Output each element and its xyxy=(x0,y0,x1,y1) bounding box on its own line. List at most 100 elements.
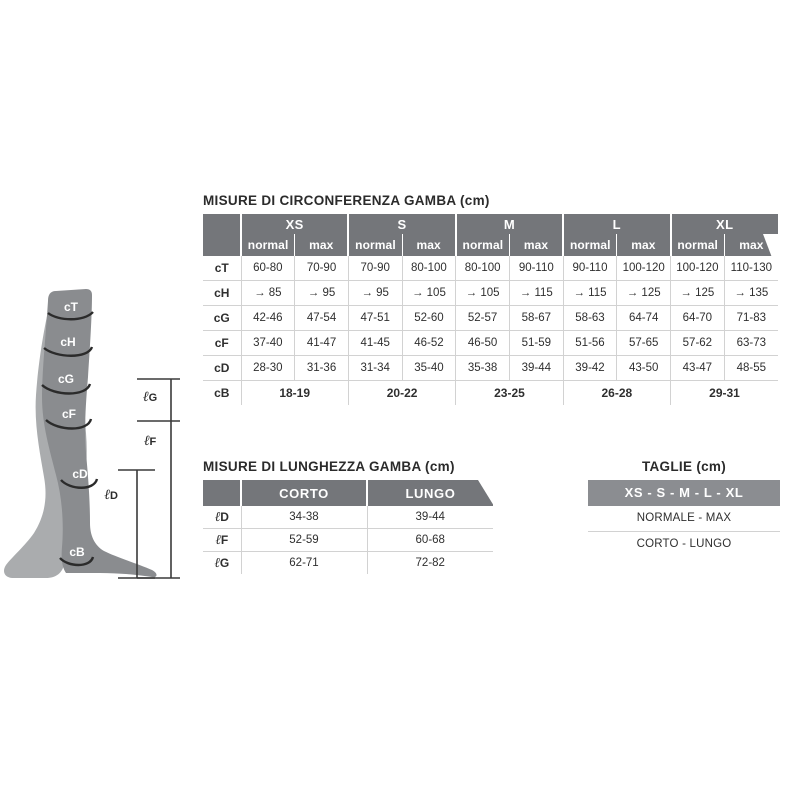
length-title: MISURE DI LUNGHEZZA GAMBA (cm) xyxy=(203,459,455,474)
cell-cF-xs-normal: 37-40 xyxy=(241,330,296,356)
cell-cB-l: 26-28 xyxy=(563,380,672,405)
table-row: cG 42-46 47-54 47-51 52-60 52-57 58-67 5… xyxy=(203,305,778,331)
cell-cG-l-normal: 58-63 xyxy=(563,305,618,331)
row-label-cB: cB xyxy=(203,380,242,405)
cell-cH-xl-max: → 135 xyxy=(724,280,778,306)
cell-cF-m-normal: 46-50 xyxy=(455,330,510,356)
cell-cH-xl-normal: → 125 xyxy=(670,280,725,306)
cell-cH-l-normal: → 115 xyxy=(563,280,618,306)
diagram-label-cB: cB xyxy=(69,545,85,559)
cell-cG-l-max: 64-74 xyxy=(616,305,672,331)
ell-glyph: ℓ xyxy=(214,555,220,571)
diagram-label-cF: cF xyxy=(62,407,76,421)
ell-subscript: G xyxy=(219,556,230,570)
cell-cD-l-max: 43-50 xyxy=(616,355,672,381)
cell-cF-m-max: 51-59 xyxy=(509,330,564,356)
cell-cT-xs-normal: 60-80 xyxy=(241,256,296,281)
table-row: ℓG 62-71 72-82 xyxy=(203,551,493,574)
diagram-label-cG: cG xyxy=(58,372,74,386)
ell-glyph: ℓ xyxy=(214,509,221,525)
cell-cG-xl-max: 71-83 xyxy=(724,305,778,331)
cell-cH-l-max: → 125 xyxy=(616,280,672,306)
cell-cF-xl-normal: 57-62 xyxy=(670,330,725,356)
length-label-group: ℓG ℓF ℓD xyxy=(104,389,157,503)
band-cH xyxy=(43,346,94,357)
subheader-xs-normal: normal xyxy=(240,234,295,256)
size-header-s: S xyxy=(347,214,456,234)
row-label-cF: cF xyxy=(203,330,242,356)
cell-cG-s-max: 52-60 xyxy=(402,305,457,331)
cell-cD-s-normal: 31-34 xyxy=(348,355,403,381)
cell-lD-lungo: 39-44 xyxy=(367,506,493,529)
length-table-block: MISURE DI LUNGHEZZA GAMBA (cm) CORTO LUN… xyxy=(203,459,494,574)
cell-lD-corto: 34-38 xyxy=(241,506,368,529)
corner-cell-length xyxy=(203,480,241,506)
cell-cH-m-max: → 115 xyxy=(509,280,564,306)
length-scale-short xyxy=(118,469,155,579)
cell-cD-xl-max: 48-55 xyxy=(724,355,778,381)
cell-cT-m-normal: 80-100 xyxy=(455,256,510,281)
cell-lF-lungo: 60-68 xyxy=(367,528,493,552)
subheader-xl-max: max xyxy=(723,234,778,256)
cell-cH-m-normal: → 105 xyxy=(455,280,510,306)
cell-cD-l-normal: 39-42 xyxy=(563,355,618,381)
band-cB xyxy=(59,556,95,567)
circumference-header-band: XS S M L XL normal max normal max normal… xyxy=(203,214,779,405)
cell-cF-xl-max: 63-73 xyxy=(724,330,778,356)
diagram-label-lF: ℓF xyxy=(144,433,157,449)
cell-cD-m-normal: 35-38 xyxy=(455,355,510,381)
cell-cB-xl: 29-31 xyxy=(709,386,740,400)
cell-cD-xl-normal: 43-47 xyxy=(670,355,725,381)
cell-cB-m: 23-25 xyxy=(455,380,564,405)
corner-cell-2 xyxy=(203,234,241,256)
circumference-bands xyxy=(41,311,99,567)
diagram-label-cD: cD xyxy=(72,467,88,481)
cell-cB-s: 20-22 xyxy=(348,380,457,405)
cell-cT-l-max: 100-120 xyxy=(616,256,672,281)
taglie-title: TAGLIE (cm) xyxy=(641,459,727,474)
cell-cG-s-normal: 47-51 xyxy=(348,305,403,331)
cell-cD-xs-normal: 28-30 xyxy=(241,355,296,381)
size-header-xl: XL xyxy=(669,214,778,234)
cell-cT-xs-max: 70-90 xyxy=(294,256,349,281)
circumference-title: MISURE DI CIRCONFERENZA GAMBA (cm) xyxy=(203,193,490,208)
cell-cF-l-max: 57-65 xyxy=(616,330,672,356)
subheader-l-max: max xyxy=(616,234,671,256)
front-leg-shape xyxy=(42,289,157,578)
row-label-lF: ℓF xyxy=(203,528,242,552)
cell-cF-s-normal: 41-45 xyxy=(348,330,403,356)
cell-cB-xs: 18-19 xyxy=(241,380,349,405)
table-row: cT 60-80 70-90 70-90 80-100 80-100 90-11… xyxy=(203,256,778,281)
corner-cell xyxy=(203,214,241,234)
diagram-label-cT: cT xyxy=(64,300,79,314)
subheader-l-normal: normal xyxy=(562,234,617,256)
subheader-xl-normal: normal xyxy=(669,234,725,256)
cell-cH-xs-max: → 95 xyxy=(294,280,349,306)
length-scale-long xyxy=(137,378,180,579)
subheader-row: normal max normal max normal max normal … xyxy=(203,234,778,256)
circumference-table: XS S M L XL normal max normal max normal… xyxy=(203,214,778,405)
cell-cT-xl-max: 110-130 xyxy=(724,256,778,281)
leg-measurement-diagram: cT cH cG cF cD cB ℓG ℓF xyxy=(0,285,185,600)
length-header-row: CORTO LUNGO xyxy=(203,480,493,506)
cell-cF-s-max: 46-52 xyxy=(402,330,457,356)
cell-cG-xs-max: 47-54 xyxy=(294,305,349,331)
length-body: ℓD 34-38 39-44 ℓF 52-59 60-68 ℓG 62-71 7… xyxy=(203,506,493,574)
taglie-header: XS - S - M - L - XL xyxy=(588,480,780,506)
cell-cD-s-max: 35-40 xyxy=(402,355,457,381)
table-row: ℓD 34-38 39-44 xyxy=(203,506,493,529)
subheader-xs-max: max xyxy=(294,234,349,256)
row-label-cG: cG xyxy=(203,305,242,331)
length-header-corto: CORTO xyxy=(240,480,367,506)
cell-cD-m-max: 39-44 xyxy=(509,355,564,381)
row-label-lG: ℓG xyxy=(203,551,242,574)
subheader-m-max: max xyxy=(508,234,564,256)
taglie-row-normale-max: NORMALE - MAX xyxy=(588,506,780,532)
table-row: cF 37-40 41-47 41-45 46-52 46-50 51-59 5… xyxy=(203,330,778,356)
row-label-cT: cT xyxy=(203,256,242,281)
length-header-lungo: LUNGO xyxy=(366,480,493,506)
cell-cG-xl-normal: 64-70 xyxy=(670,305,725,331)
table-row: cB 18-19 20-22 23-25 26-28 29-31 xyxy=(203,380,778,405)
diagram-label-lG: ℓG xyxy=(143,389,157,405)
size-header-xs: XS xyxy=(239,214,349,234)
